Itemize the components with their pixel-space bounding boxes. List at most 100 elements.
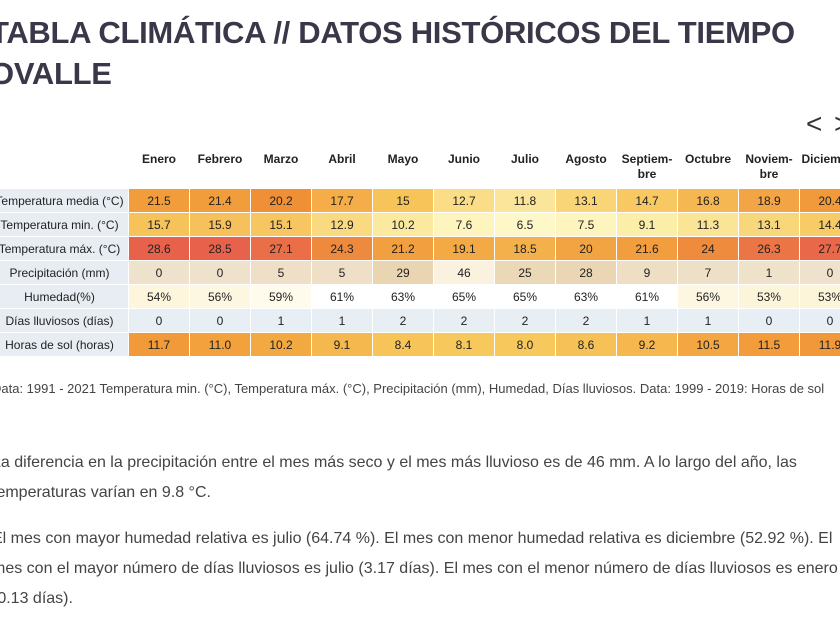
table-cell: 15.9: [189, 212, 251, 237]
column-header: Noviem- bre: [738, 148, 800, 189]
table-cell: 6.5: [494, 212, 556, 237]
table-cell: 46: [433, 260, 495, 285]
table-cell: 26.3: [738, 236, 800, 261]
table-cell: 10.2: [372, 212, 434, 237]
table-cell: 21.5: [128, 188, 190, 213]
table-cell: 24.3: [311, 236, 373, 261]
table-cell: 9.1: [616, 212, 678, 237]
column-header: Septiem- bre: [616, 148, 678, 189]
table-cell: 0: [189, 308, 251, 333]
table-cell: 53%: [799, 284, 840, 309]
paragraph: La diferencia en la precipitación entre …: [0, 454, 797, 501]
table-cell: 14.4: [799, 212, 840, 237]
table-cell: 0: [189, 260, 251, 285]
column-header: Enero: [128, 148, 190, 189]
row-label: Temperatura media (°C): [0, 188, 129, 213]
table-cell: 8.0: [494, 332, 556, 357]
table-container: Enero Febrero Marzo Abril Mayo Junio Julio Agos…: [0, 148, 840, 357]
table-cell: 11.9: [799, 332, 840, 357]
table-cell: 1: [677, 308, 739, 333]
table-cell: 8.4: [372, 332, 434, 357]
table-cell: 16.8: [677, 188, 739, 213]
table-cell: 7.6: [433, 212, 495, 237]
table-cell: 7.5: [555, 212, 617, 237]
column-header: Junio: [433, 148, 495, 189]
table-cell: 5: [311, 260, 373, 285]
table-cell: 56%: [677, 284, 739, 309]
table-cell: 2: [372, 308, 434, 333]
table-cell: 65%: [433, 284, 495, 309]
table-cell: 0: [799, 308, 840, 333]
table-cell: 10.5: [677, 332, 739, 357]
table-cell: 2: [494, 308, 556, 333]
table-cell: 53%: [738, 284, 800, 309]
corner-cell: [0, 148, 129, 189]
column-header: Marzo: [250, 148, 312, 189]
table-cell: 20.2: [250, 188, 312, 213]
table-cell: 8.6: [555, 332, 617, 357]
table-cell: 5: [250, 260, 312, 285]
table-cell: 21.2: [372, 236, 434, 261]
table-cell: 54%: [128, 284, 190, 309]
table-row: Humedad(%) 54% 56% 59% 61% 63% 65% 65% 63% 61% 56%…: [0, 284, 840, 309]
row-label: Días lluviosos (días): [0, 308, 129, 333]
table-cell: 25: [494, 260, 556, 285]
table-cell: 59%: [250, 284, 312, 309]
table-row: Días lluviosos (días) 0 0 1 1 2 2 2 2 1 1 0 0: [0, 308, 840, 333]
table-cell: 1: [616, 308, 678, 333]
table-cell: 65%: [494, 284, 556, 309]
table-cell: 2: [555, 308, 617, 333]
table-cell: 29: [372, 260, 434, 285]
table-cell: 1: [311, 308, 373, 333]
table-cell: 0: [799, 260, 840, 285]
footnote: Data: 1991 - 2021 Temperatura min. (°C),…: [0, 381, 825, 396]
table-cell: 15.1: [250, 212, 312, 237]
table-cell: 2: [433, 308, 495, 333]
column-header: Octubre: [677, 148, 739, 189]
column-header: Febrero: [189, 148, 251, 189]
table-cell: 28.6: [128, 236, 190, 261]
table-cell: 0: [738, 308, 800, 333]
table-cell: 28.5: [189, 236, 251, 261]
row-label: Temperatura máx. (°C): [0, 236, 129, 261]
row-label: Temperatura min. (°C): [0, 212, 129, 237]
column-header: Mayo: [372, 148, 434, 189]
table-row: Temperatura máx. (°C) 28.6 28.5 27.1 24.3 21.…: [0, 236, 840, 261]
table-cell: 0: [128, 308, 190, 333]
table-cell: 19.1: [433, 236, 495, 261]
table-cell: 0: [128, 260, 190, 285]
table-cell: 56%: [189, 284, 251, 309]
page-title: TABLA CLIMÁTICA // DATOS HISTÓRICOS DEL …: [0, 15, 795, 91]
table-cell: 27.1: [250, 236, 312, 261]
table-row: Temperatura min. (°C) 15.7 15.9 15.1 12.9 10.…: [0, 212, 840, 237]
prev-button[interactable]: <: [806, 108, 823, 139]
table-cell: 1: [250, 308, 312, 333]
table-cell: 10.2: [250, 332, 312, 357]
table-row: Horas de sol (horas) 11.7 11.0 10.2 9.1 8.4 8.…: [0, 332, 840, 357]
table-row: Temperatura media (°C) 21.5 21.4 20.2 17.7 15…: [0, 188, 840, 213]
table-cell: 21.6: [616, 236, 678, 261]
table-cell: 11.8: [494, 188, 556, 213]
column-header: Diciembre: [799, 148, 840, 189]
next-button[interactable]: >: [834, 108, 840, 140]
table-cell: 12.9: [311, 212, 373, 237]
row-label: Humedad(%): [0, 284, 129, 309]
table-cell: 15.7: [128, 212, 190, 237]
table-cell: 1: [738, 260, 800, 285]
table-cell: 61%: [616, 284, 678, 309]
table-row: Precipitación (mm) 0 0 5 5 29 46 25 28 9 7 1 0: [0, 260, 840, 285]
table-cell: 20: [555, 236, 617, 261]
table-cell: 15: [372, 188, 434, 213]
table-cell: 11.0: [189, 332, 251, 357]
climate-table: Enero Febrero Marzo Abril Mayo Junio Julio Agos…: [0, 148, 840, 357]
table-cell: 13.1: [555, 188, 617, 213]
table-cell: 17.7: [311, 188, 373, 213]
table-cell: 21.4: [189, 188, 251, 213]
table-cell: 9: [616, 260, 678, 285]
table-cell: 18.5: [494, 236, 556, 261]
table-cell: 63%: [555, 284, 617, 309]
table-cell: 12.7: [433, 188, 495, 213]
table-cell: 11.7: [128, 332, 190, 357]
table-cell: 63%: [372, 284, 434, 309]
